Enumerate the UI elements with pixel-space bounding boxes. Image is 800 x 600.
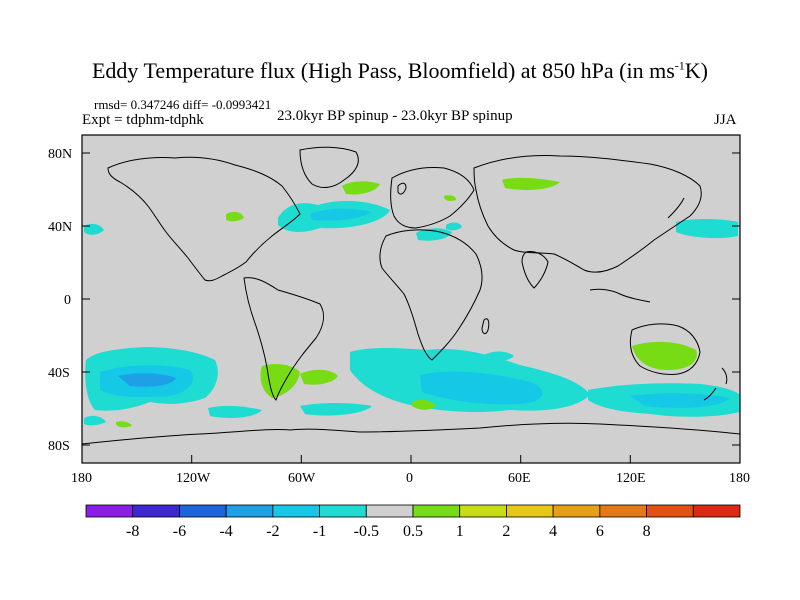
japan-outline xyxy=(667,197,685,219)
colorbar-swatch-11 xyxy=(599,504,647,518)
colorbar-swatch-10 xyxy=(552,504,601,518)
antarctica-outline xyxy=(82,422,740,445)
north-america-outline xyxy=(107,156,301,282)
east-pacific-core-2 xyxy=(118,373,176,387)
north-pacific-east-anomaly xyxy=(676,219,738,239)
colorbar-swatch-6 xyxy=(365,504,414,518)
south-pacific-band-2 xyxy=(300,403,372,416)
west-asia-anomaly xyxy=(444,195,456,202)
lon-label-120e: 120E xyxy=(616,471,646,486)
south-atlantic-anomaly-2 xyxy=(300,369,338,385)
latitude-axis xyxy=(82,152,740,446)
lat-label-40n: 40N xyxy=(48,220,72,235)
madagascar-outline xyxy=(481,318,490,335)
colorbar-swatch-9 xyxy=(506,504,554,518)
lon-label-60e: 60E xyxy=(508,471,531,486)
title-text: Eddy Temperature flux (High Pass, Bloomf… xyxy=(91,58,675,83)
sw-pacific-patch xyxy=(84,415,106,426)
south-pacific-band xyxy=(208,405,262,418)
colorbar-swatch-5 xyxy=(319,504,367,518)
lon-label-180w: 180 xyxy=(71,471,92,486)
greenland-outline xyxy=(299,146,359,188)
lat-label-80n: 80N xyxy=(48,147,72,162)
colorbar-labels: -8 -6 -4 -2 -1 -0.5 0.5 1 2 4 6 8 xyxy=(126,523,651,540)
longitude-axis xyxy=(81,455,741,463)
lon-label-120w: 120W xyxy=(176,471,211,486)
uk-outline xyxy=(397,182,407,195)
coastlines xyxy=(82,146,740,445)
lon-label-0: 0 xyxy=(406,471,413,486)
australia-outline xyxy=(629,323,701,375)
lat-label-80s: 80S xyxy=(48,439,70,454)
colorbar-swatch-12 xyxy=(646,504,694,518)
asia-outline xyxy=(473,155,702,273)
colorbar-label-9: 4 xyxy=(549,523,557,540)
black-sea-anomaly xyxy=(446,222,462,231)
colorbar-label-3: -2 xyxy=(266,523,279,540)
lon-label-180e: 180 xyxy=(729,471,750,486)
mediterranean-anomaly xyxy=(416,228,452,241)
season-label: JJA xyxy=(714,112,737,128)
colorbar-swatch-13 xyxy=(692,504,741,518)
colorbar-label-2: -4 xyxy=(219,523,232,540)
indian-ocean-patch xyxy=(482,351,514,362)
north-atlantic-core xyxy=(310,208,372,221)
colorbar-label-5: -0.5 xyxy=(354,523,379,540)
expt-line: Expt = tdphm-tdphk xyxy=(82,112,204,128)
colorbar-swatch-3 xyxy=(225,504,274,518)
indonesia-outline xyxy=(589,288,651,303)
anomaly-shading xyxy=(84,177,740,428)
colorbar xyxy=(85,504,741,518)
colorbar-label-7: 1 xyxy=(456,523,464,540)
southern-ocean-australia-core xyxy=(630,393,730,408)
colorbar-label-11: 8 xyxy=(643,523,651,540)
title-unit-exponent: -1 xyxy=(674,58,685,73)
india-outline xyxy=(521,251,549,289)
colorbar-label-0: -8 xyxy=(126,523,139,540)
title-unit-end: K) xyxy=(684,58,708,83)
labrador-anomaly xyxy=(226,211,244,222)
colorbar-swatch-0 xyxy=(85,504,134,518)
south-atlantic-small xyxy=(412,399,436,410)
south-pacific-small xyxy=(116,421,132,428)
colorbar-label-8: 2 xyxy=(502,523,510,540)
stats-line: rmsd= 0.347246 diff= -0.0993421 xyxy=(94,97,272,112)
colorbar-label-10: 6 xyxy=(596,523,604,540)
europe-outline xyxy=(390,167,475,229)
greenland-anomaly xyxy=(342,181,380,195)
colorbar-label-1: -6 xyxy=(173,523,186,540)
lat-label-0: 0 xyxy=(64,293,71,308)
south-america-outline xyxy=(243,277,324,401)
colorbar-label-6: 0.5 xyxy=(403,523,423,540)
colorbar-swatch-1 xyxy=(132,504,180,518)
southern-indian-ocean-core xyxy=(420,371,543,405)
colorbar-swatch-7 xyxy=(412,504,461,518)
colorbar-swatch-8 xyxy=(459,504,507,518)
colorbar-swatch-2 xyxy=(179,504,227,518)
africa-outline xyxy=(379,229,483,361)
subtitle: 23.0kyr BP spinup - 23.0kyr BP spinup xyxy=(277,108,513,124)
nw-pacific-anomaly xyxy=(84,223,104,235)
colorbar-swatch-4 xyxy=(272,504,320,518)
australia-anomaly xyxy=(632,341,697,370)
siberia-anomaly xyxy=(502,177,560,190)
lon-label-60w: 60W xyxy=(288,471,316,486)
chart-title: Eddy Temperature flux (High Pass, Bloomf… xyxy=(0,58,800,84)
colorbar-label-4: -1 xyxy=(313,523,326,540)
new-zealand-outline xyxy=(703,367,728,401)
map-background xyxy=(82,135,740,463)
lat-label-40s: 40S xyxy=(48,366,70,381)
